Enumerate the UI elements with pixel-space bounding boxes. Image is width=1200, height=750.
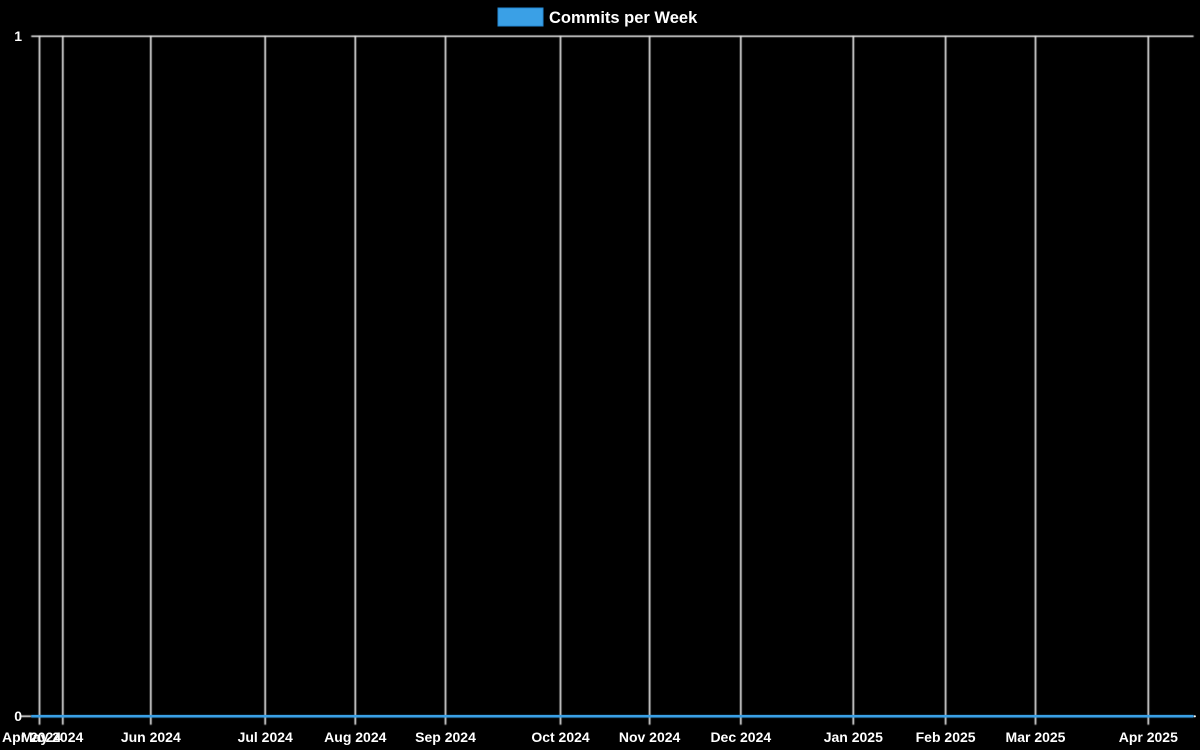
svg-text:Jun 2024: Jun 2024 <box>121 729 181 745</box>
svg-text:Sep 2024: Sep 2024 <box>415 729 476 745</box>
svg-text:Mar 2025: Mar 2025 <box>1006 729 1066 745</box>
svg-text:May 2024: May 2024 <box>21 729 83 745</box>
svg-text:Jan 2025: Jan 2025 <box>824 729 883 745</box>
svg-text:1: 1 <box>14 28 22 44</box>
svg-text:Feb 2025: Feb 2025 <box>916 729 976 745</box>
svg-text:Apr 2025: Apr 2025 <box>1119 729 1178 745</box>
svg-text:0: 0 <box>14 708 22 724</box>
svg-text:Dec 2024: Dec 2024 <box>710 729 771 745</box>
svg-text:Oct 2024: Oct 2024 <box>531 729 590 745</box>
svg-text:Aug 2024: Aug 2024 <box>324 729 386 745</box>
svg-text:Commits per Week: Commits per Week <box>549 9 698 27</box>
svg-text:Jul 2024: Jul 2024 <box>238 729 293 745</box>
svg-text:Nov 2024: Nov 2024 <box>619 729 681 745</box>
